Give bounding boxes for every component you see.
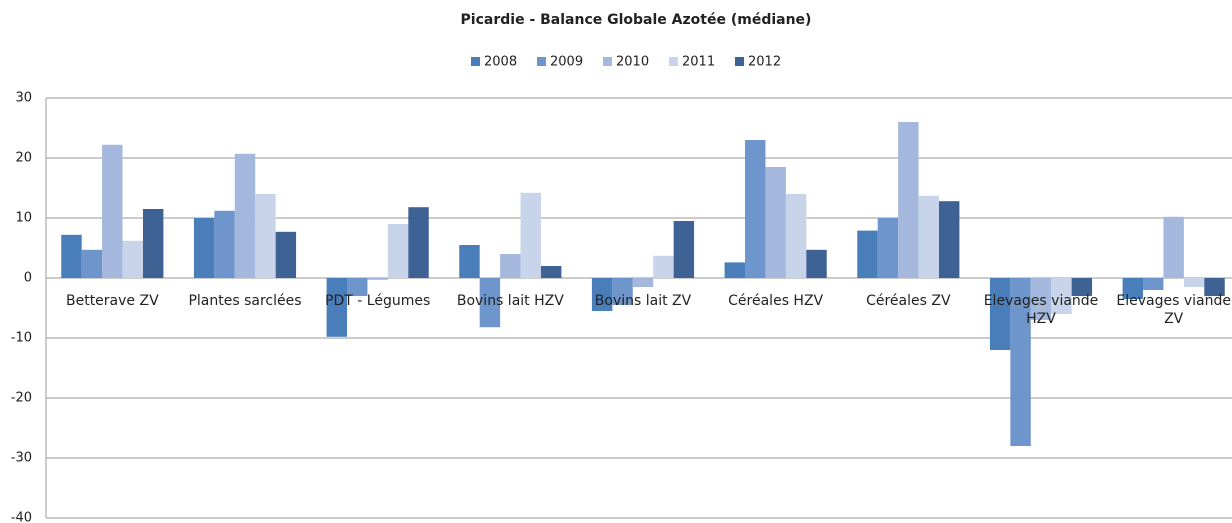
legend-swatch <box>471 57 480 66</box>
bar <box>938 201 960 278</box>
bar <box>1143 278 1164 290</box>
bar <box>122 240 143 278</box>
bar <box>275 231 297 278</box>
bar <box>673 221 695 278</box>
bar <box>1163 216 1184 278</box>
y-tick-label: -10 <box>11 331 32 346</box>
bar <box>326 278 348 337</box>
bar <box>918 195 939 278</box>
bar <box>989 278 1011 350</box>
bar <box>877 218 899 278</box>
bar <box>500 254 521 278</box>
y-tick-label: 0 <box>24 271 32 286</box>
bar <box>142 209 164 278</box>
legend-label: 2010 <box>616 55 649 70</box>
legend-swatch <box>603 57 612 66</box>
bar <box>1204 278 1225 296</box>
bar <box>745 140 766 278</box>
bar <box>540 266 562 278</box>
bar <box>479 278 501 328</box>
legend-label: 2012 <box>748 55 781 70</box>
x-tick-label: Céréales HZV <box>728 293 824 309</box>
bar <box>653 255 674 278</box>
x-tick-label: Plantes sarclées <box>188 293 302 309</box>
y-tick-label: 30 <box>15 91 32 106</box>
chart-title: Picardie - Balance Globale Azotée (média… <box>461 12 812 28</box>
bar <box>255 194 276 278</box>
bar <box>234 153 256 278</box>
x-tick-label: Bovins lait HZV <box>456 293 564 309</box>
y-tick-label: 10 <box>15 211 32 226</box>
bar <box>1183 278 1205 287</box>
bar <box>459 245 480 278</box>
bar <box>214 210 235 278</box>
legend-label: 2009 <box>550 55 583 70</box>
x-tick-label: Elevages viande HZV <box>983 293 1099 327</box>
bar <box>81 249 103 278</box>
bar <box>520 192 541 278</box>
y-tick-label: 20 <box>15 151 32 166</box>
bar <box>367 278 388 280</box>
x-tick-label: Bovins lait ZV <box>594 293 692 309</box>
legend-swatch <box>537 57 546 66</box>
bar <box>724 262 746 278</box>
x-tick-label: Elevages viande ZV <box>1116 293 1231 327</box>
bar <box>1010 278 1031 446</box>
x-tick-label: Céréales ZV <box>866 293 951 309</box>
bar <box>347 278 368 296</box>
bar <box>806 249 827 278</box>
legend-swatch <box>669 57 678 66</box>
bar <box>102 144 123 278</box>
bar <box>1051 278 1072 314</box>
bar <box>193 218 215 278</box>
bar <box>591 278 613 311</box>
bar <box>898 122 919 278</box>
x-tick-label: Betterave ZV <box>65 293 159 309</box>
bar <box>1030 278 1052 320</box>
bar <box>408 207 429 278</box>
bar <box>632 278 654 287</box>
y-tick-label: -20 <box>11 391 32 406</box>
x-tick-label: PDT - Légumes <box>325 293 431 309</box>
bar <box>1122 278 1144 299</box>
bar <box>387 224 409 278</box>
legend-swatch <box>735 57 744 66</box>
bar <box>61 234 82 278</box>
y-tick-label: -40 <box>11 511 32 523</box>
bar <box>1071 278 1093 296</box>
legend-label: 2008 <box>484 55 517 70</box>
bar <box>612 278 633 305</box>
bar <box>785 194 807 278</box>
bar <box>765 167 786 278</box>
bar <box>857 230 878 278</box>
legend-label: 2011 <box>682 55 715 70</box>
y-tick-label: -30 <box>11 451 32 466</box>
